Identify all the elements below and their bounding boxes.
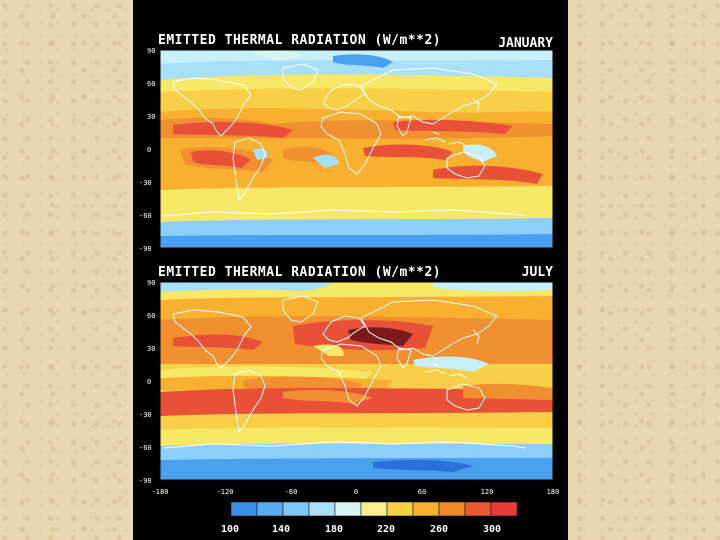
january-title: EMITTED THERMAL RADIATION (W/m**2) [158,33,441,48]
colorbar-swatch [360,501,388,517]
colorbar-swatch [308,501,336,517]
january-radiation-map [160,50,553,248]
lat-tick: 90 [147,279,155,287]
colorbar-swatch [464,501,492,517]
january-month-label: JANUARY [498,36,553,51]
july-latitude-axis: 90 60 30 0 -30 -60 -90 [139,279,155,485]
lat-tick: -60 [139,212,152,220]
lat-tick: -60 [139,444,152,452]
lon-tick: 60 [418,488,426,496]
colorbar-swatch [334,501,362,517]
colorbar-tick: 140 [272,524,290,535]
longitude-axis: -180 -120 -60 0 60 120 180 [152,488,560,496]
lat-tick: -30 [139,411,152,419]
july-panel: EMITTED THERMAL RADIATION (W/m**2) JULY [139,265,554,485]
lon-tick: -60 [285,488,298,496]
lat-tick: 0 [147,378,151,386]
colorbar-tick: 180 [325,524,343,535]
colorbar-swatch [282,501,310,517]
colorbar-tick: 260 [430,524,448,535]
january-panel: EMITTED THERMAL RADIATION (W/m**2) JANUA… [139,33,554,253]
lat-tick: 60 [147,312,155,320]
lon-tick: -120 [217,488,234,496]
colorbar-swatch [438,501,466,517]
colorbar: 100 140 180 220 260 300 [221,501,518,535]
lon-tick: 120 [481,488,494,496]
colorbar-swatch [386,501,414,517]
colorbar-swatch [412,501,440,517]
lat-tick: 30 [147,345,155,353]
colorbar-tick: 300 [483,524,501,535]
lon-tick: -180 [152,488,169,496]
colorbar-swatches [230,501,518,517]
lat-tick: -30 [139,179,152,187]
lat-tick: 60 [147,80,155,88]
colorbar-swatch [490,501,518,517]
july-month-label: JULY [522,265,553,280]
lat-tick: 90 [147,47,155,55]
colorbar-swatch [230,501,258,517]
july-title: EMITTED THERMAL RADIATION (W/m**2) [158,265,441,280]
lon-tick: 0 [354,488,358,496]
colorbar-tick: 220 [377,524,395,535]
lat-tick: 0 [147,146,151,154]
january-latitude-axis: 90 60 30 0 -30 -60 -90 [139,47,155,253]
colorbar-swatch [256,501,284,517]
lat-tick: 30 [147,113,155,121]
colorbar-tick: 100 [221,524,239,535]
lon-tick: 180 [547,488,560,496]
lat-tick: -90 [139,477,152,485]
slide-panel: EMITTED THERMAL RADIATION (W/m**2) JANUA… [133,0,568,540]
july-radiation-map [160,282,553,480]
lat-tick: -90 [139,245,152,253]
